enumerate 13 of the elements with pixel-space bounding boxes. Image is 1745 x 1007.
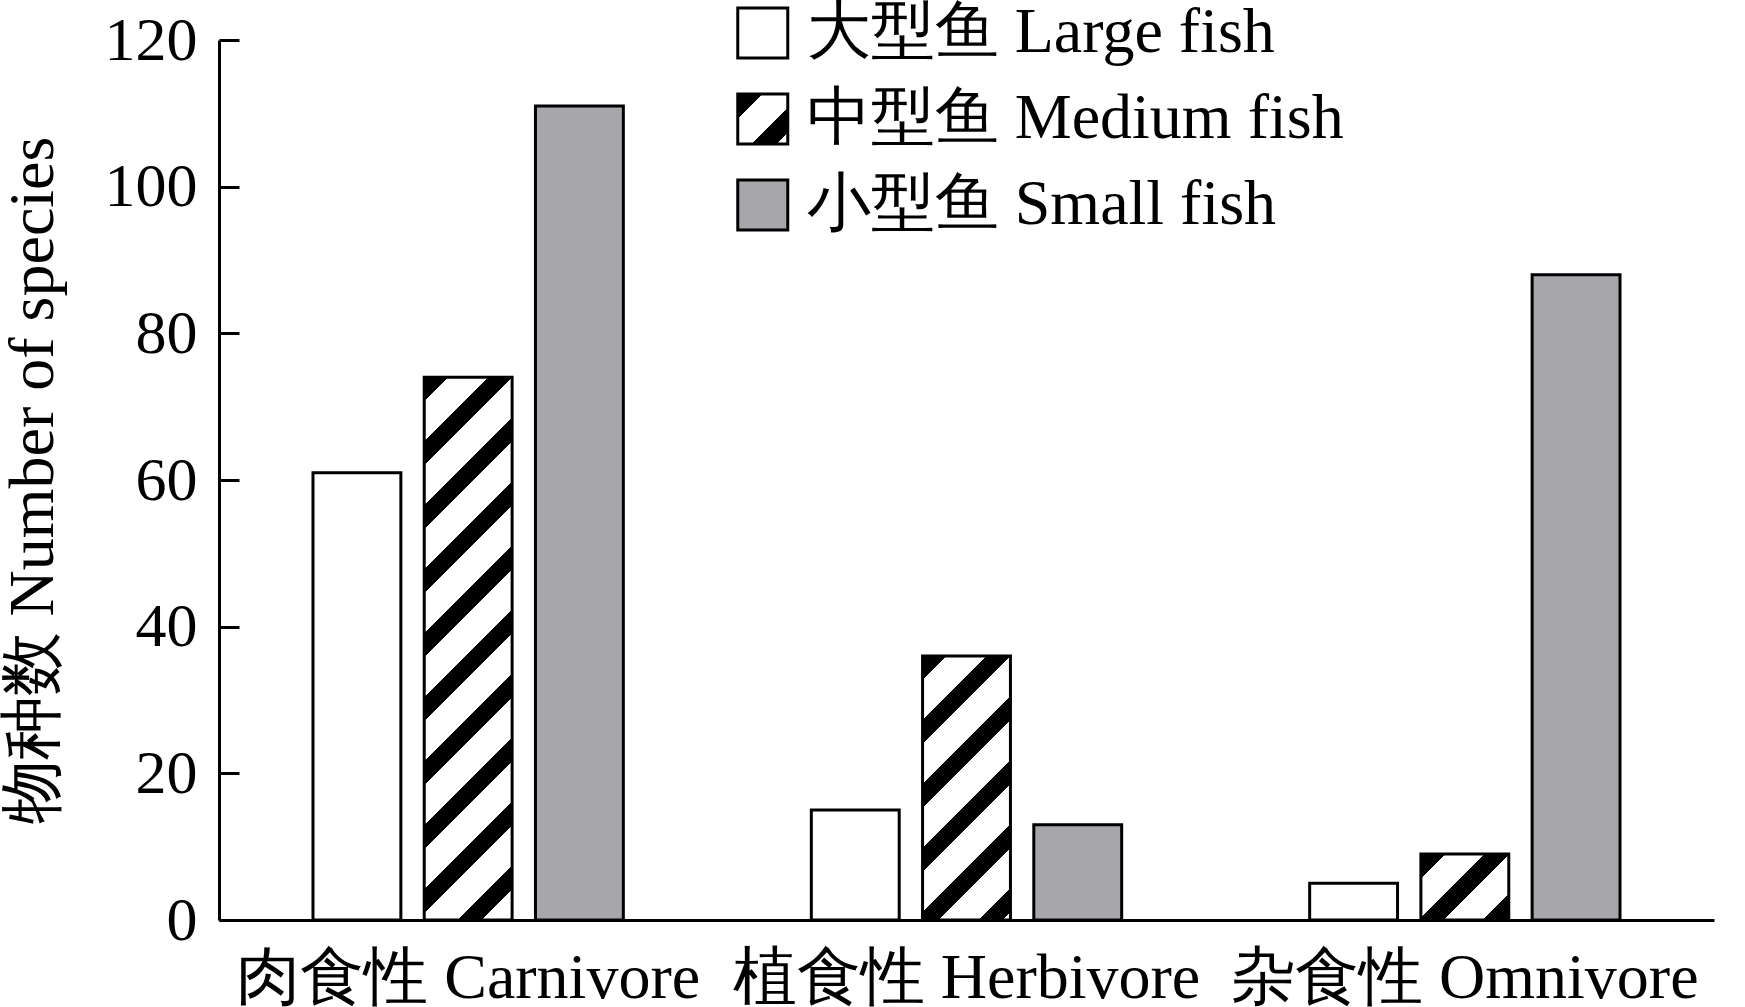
y-tick-label: 120 [104, 4, 198, 73]
y-axis-title: 物种数 Number of species [0, 136, 67, 825]
legend-label: 小型鱼 Small fish [806, 167, 1277, 238]
y-tick-label: 60 [135, 444, 198, 513]
y-tick-label: 100 [104, 151, 198, 220]
y-tick-label: 80 [135, 297, 198, 366]
x-tick-label: 杂食性 Omnivore [1231, 940, 1699, 1007]
x-tick-label: 植食性 Herbivore [732, 940, 1201, 1007]
y-tick-label: 0 [166, 884, 198, 953]
x-tick-label: 肉食性 Carnivore [236, 940, 701, 1007]
legend-label: 中型鱼 Medium fish [806, 81, 1344, 152]
y-tick-label: 40 [135, 591, 198, 660]
y-tick-label: 20 [135, 737, 198, 806]
